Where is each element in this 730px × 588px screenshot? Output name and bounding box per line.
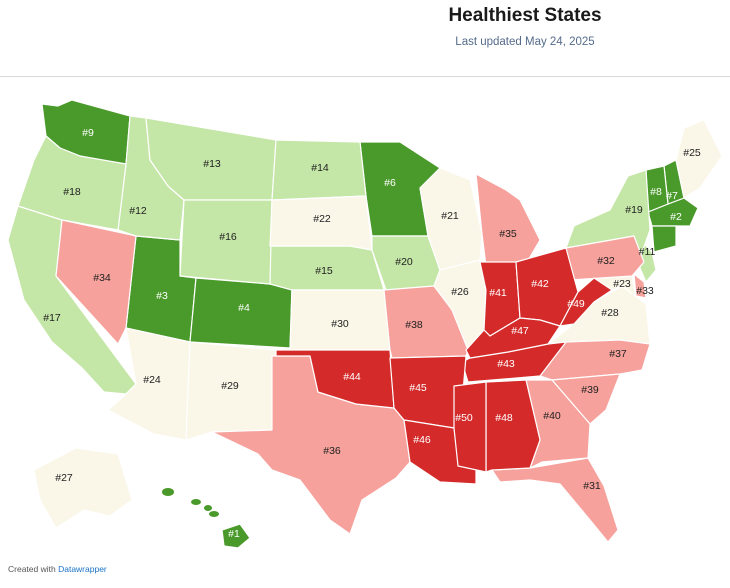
- state-ia[interactable]: [371, 235, 441, 291]
- chart-title: Healthiest States: [448, 5, 602, 26]
- state-de[interactable]: [633, 273, 647, 299]
- footer: Created with Datawrapper: [8, 564, 107, 574]
- chart-header: Healthiest States Last updated May 24, 2…: [0, 0, 730, 77]
- hawaii-island-1[interactable]: [162, 488, 174, 496]
- state-co[interactable]: [189, 277, 293, 349]
- state-me[interactable]: [675, 119, 723, 199]
- state-ms[interactable]: [453, 381, 487, 473]
- state-ne[interactable]: [269, 245, 385, 291]
- state-or[interactable]: [17, 135, 127, 231]
- state-ct[interactable]: [651, 225, 677, 253]
- state-ks[interactable]: [289, 289, 391, 351]
- state-fl[interactable]: [491, 457, 619, 543]
- hawaii-island-4[interactable]: [209, 511, 219, 517]
- state-wv[interactable]: [559, 277, 613, 327]
- chart-subtitle: Last updated May 24, 2025: [455, 36, 595, 48]
- hawaii-island-3[interactable]: [204, 505, 212, 511]
- state-wy[interactable]: [179, 199, 273, 285]
- state-ky[interactable]: [465, 317, 561, 359]
- state-vt[interactable]: [645, 165, 669, 213]
- state-hi[interactable]: [221, 523, 251, 549]
- footer-prefix: Created with: [8, 564, 56, 574]
- state-sd[interactable]: [269, 195, 373, 251]
- us-map: #1 #2 #3 #4 #6 #7 #8 #9 #11 #12 #13 #14 #15 #16 #17 #18…: [0, 80, 730, 565]
- state-wi[interactable]: [419, 167, 483, 271]
- state-mi[interactable]: [475, 173, 541, 267]
- state-nd[interactable]: [271, 139, 367, 201]
- state-nv[interactable]: [55, 219, 137, 345]
- hawaii-island-2[interactable]: [191, 499, 201, 505]
- state-ak[interactable]: [33, 447, 133, 529]
- datawrapper-link[interactable]: Datawrapper: [58, 564, 107, 574]
- us-map-svg: #1#2#3#4#6#7#8#9#11#12#13 #14#15#16#17#18…: [7, 99, 723, 549]
- state-nm[interactable]: [185, 341, 277, 441]
